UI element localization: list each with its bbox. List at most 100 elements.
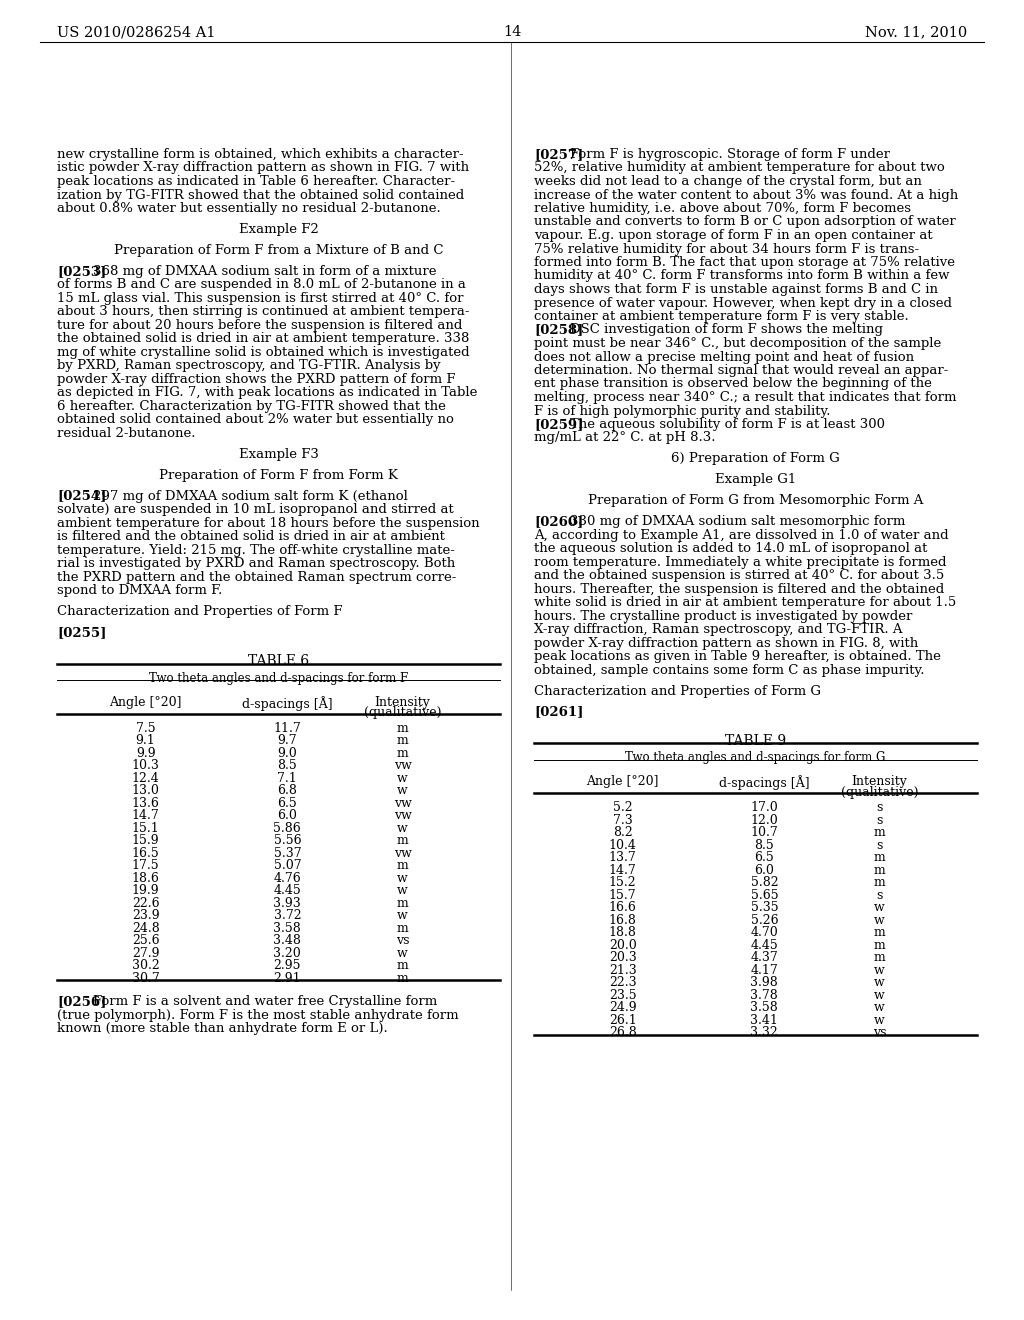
Text: Form F is a solvent and water free Crystalline form: Form F is a solvent and water free Cryst… xyxy=(93,995,437,1008)
Text: 52%, relative humidity at ambient temperature for about two: 52%, relative humidity at ambient temper… xyxy=(534,161,945,174)
Text: vs: vs xyxy=(396,935,410,946)
Text: 4.45: 4.45 xyxy=(751,939,778,952)
Text: 297 mg of DMXAA sodium salt form K (ethanol: 297 mg of DMXAA sodium salt form K (etha… xyxy=(93,490,408,503)
Text: room temperature. Immediately a white precipitate is formed: room temperature. Immediately a white pr… xyxy=(534,556,946,569)
Text: m: m xyxy=(873,876,886,890)
Text: m: m xyxy=(396,960,409,972)
Text: 30.2: 30.2 xyxy=(132,960,160,972)
Text: 9.9: 9.9 xyxy=(136,747,156,759)
Text: w: w xyxy=(874,1014,885,1027)
Text: spond to DMXAA form F.: spond to DMXAA form F. xyxy=(57,583,222,597)
Text: w: w xyxy=(397,772,408,784)
Text: Example F3: Example F3 xyxy=(239,447,318,461)
Text: s: s xyxy=(877,813,883,826)
Text: as depicted in FIG. 7, with peak locations as indicated in Table: as depicted in FIG. 7, with peak locatio… xyxy=(57,387,477,399)
Text: m: m xyxy=(873,927,886,940)
Text: 24.9: 24.9 xyxy=(609,1001,636,1014)
Text: w: w xyxy=(874,964,885,977)
Text: [0258]: [0258] xyxy=(534,323,584,337)
Text: [0259]: [0259] xyxy=(534,418,584,432)
Text: m: m xyxy=(873,851,886,865)
Text: obtained, sample contains some form C as phase impurity.: obtained, sample contains some form C as… xyxy=(534,664,925,677)
Text: 3.58: 3.58 xyxy=(273,921,301,935)
Text: presence of water vapour. However, when kept dry in a closed: presence of water vapour. However, when … xyxy=(534,297,952,309)
Text: [0254]: [0254] xyxy=(57,490,106,503)
Text: days shows that form F is unstable against forms B and C in: days shows that form F is unstable again… xyxy=(534,282,938,296)
Text: The aqueous solubility of form F is at least 300: The aqueous solubility of form F is at l… xyxy=(570,418,885,432)
Text: s: s xyxy=(877,801,883,814)
Text: 22.3: 22.3 xyxy=(609,977,636,989)
Text: 13.0: 13.0 xyxy=(132,784,160,797)
Text: melting, process near 340° C.; a result that indicates that form: melting, process near 340° C.; a result … xyxy=(534,391,956,404)
Text: 12.4: 12.4 xyxy=(132,772,160,784)
Text: 5.26: 5.26 xyxy=(751,913,778,927)
Text: 9.1: 9.1 xyxy=(136,734,156,747)
Text: m: m xyxy=(873,952,886,964)
Text: hours. The crystalline product is investigated by powder: hours. The crystalline product is invest… xyxy=(534,610,912,623)
Text: 10.3: 10.3 xyxy=(132,759,160,772)
Text: 19.9: 19.9 xyxy=(132,884,160,898)
Text: white solid is dried in air at ambient temperature for about 1.5: white solid is dried in air at ambient t… xyxy=(534,597,956,610)
Text: new crystalline form is obtained, which exhibits a character-: new crystalline form is obtained, which … xyxy=(57,148,464,161)
Text: [0255]: [0255] xyxy=(57,626,106,639)
Text: 18.6: 18.6 xyxy=(132,871,160,884)
Text: Example G1: Example G1 xyxy=(715,474,796,486)
Text: w: w xyxy=(397,871,408,884)
Text: (true polymorph). Form F is the most stable anhydrate form: (true polymorph). Form F is the most sta… xyxy=(57,1008,459,1022)
Text: m: m xyxy=(396,734,409,747)
Text: Characterization and Properties of Form F: Characterization and Properties of Form … xyxy=(57,605,342,618)
Text: w: w xyxy=(874,1001,885,1014)
Text: 75% relative humidity for about 34 hours form F is trans-: 75% relative humidity for about 34 hours… xyxy=(534,243,920,256)
Text: about 3 hours, then stirring is continued at ambient tempera-: about 3 hours, then stirring is continue… xyxy=(57,305,469,318)
Text: 6.0: 6.0 xyxy=(278,809,297,822)
Text: 3.93: 3.93 xyxy=(273,896,301,909)
Text: 4.37: 4.37 xyxy=(751,952,778,964)
Text: 26.8: 26.8 xyxy=(608,1026,637,1039)
Text: 8.2: 8.2 xyxy=(612,826,633,840)
Text: vw: vw xyxy=(393,759,412,772)
Text: X-ray diffraction, Raman spectroscopy, and TG-FTIR. A: X-ray diffraction, Raman spectroscopy, a… xyxy=(534,623,902,636)
Text: [0257]: [0257] xyxy=(534,148,584,161)
Text: w: w xyxy=(397,884,408,898)
Text: [0261]: [0261] xyxy=(534,706,584,718)
Text: 6) Preparation of Form G: 6) Preparation of Form G xyxy=(671,453,840,466)
Text: 16.5: 16.5 xyxy=(132,846,160,859)
Text: 15.2: 15.2 xyxy=(609,876,636,890)
Text: m: m xyxy=(396,859,409,873)
Text: 7.5: 7.5 xyxy=(136,722,156,734)
Text: relative humidity, i.e. above about 70%, form F becomes: relative humidity, i.e. above about 70%,… xyxy=(534,202,911,215)
Text: 20.3: 20.3 xyxy=(608,952,637,964)
Text: w: w xyxy=(874,913,885,927)
Text: ture for about 20 hours before the suspension is filtered and: ture for about 20 hours before the suspe… xyxy=(57,318,463,331)
Text: 8.5: 8.5 xyxy=(278,759,297,772)
Text: Example F2: Example F2 xyxy=(239,223,318,236)
Text: 21.3: 21.3 xyxy=(608,964,637,977)
Text: US 2010/0286254 A1: US 2010/0286254 A1 xyxy=(57,25,215,40)
Text: 3.20: 3.20 xyxy=(273,946,301,960)
Text: 26.1: 26.1 xyxy=(608,1014,637,1027)
Text: m: m xyxy=(396,834,409,847)
Text: vs: vs xyxy=(872,1026,887,1039)
Text: peak locations as given in Table 9 hereafter, is obtained. The: peak locations as given in Table 9 herea… xyxy=(534,651,941,663)
Text: 3.48: 3.48 xyxy=(273,935,301,946)
Text: [0256]: [0256] xyxy=(57,995,106,1008)
Text: increase of the water content to about 3% was found. At a high: increase of the water content to about 3… xyxy=(534,189,958,202)
Text: 6.8: 6.8 xyxy=(278,784,297,797)
Text: Angle [°20]: Angle [°20] xyxy=(587,775,658,788)
Text: the obtained solid is dried in air at ambient temperature. 338: the obtained solid is dried in air at am… xyxy=(57,333,469,346)
Text: peak locations as indicated in Table 6 hereafter. Character-: peak locations as indicated in Table 6 h… xyxy=(57,176,455,187)
Text: 3.72: 3.72 xyxy=(273,909,301,923)
Text: 368 mg of DMXAA sodium salt in form of a mixture: 368 mg of DMXAA sodium salt in form of a… xyxy=(93,265,436,277)
Text: w: w xyxy=(397,784,408,797)
Text: 9.0: 9.0 xyxy=(278,747,297,759)
Text: the aqueous solution is added to 14.0 mL of isopropanol at: the aqueous solution is added to 14.0 mL… xyxy=(534,543,928,556)
Text: point must be near 346° C., but decomposition of the sample: point must be near 346° C., but decompos… xyxy=(534,337,941,350)
Text: mg of white crystalline solid is obtained which is investigated: mg of white crystalline solid is obtaine… xyxy=(57,346,470,359)
Text: 25.6: 25.6 xyxy=(132,935,160,946)
Text: 27.9: 27.9 xyxy=(132,946,160,960)
Text: ent phase transition is observed below the beginning of the: ent phase transition is observed below t… xyxy=(534,378,932,391)
Text: vw: vw xyxy=(393,809,412,822)
Text: 5.65: 5.65 xyxy=(751,888,778,902)
Text: does not allow a precise melting point and heat of fusion: does not allow a precise melting point a… xyxy=(534,351,914,363)
Text: 7.3: 7.3 xyxy=(612,813,633,826)
